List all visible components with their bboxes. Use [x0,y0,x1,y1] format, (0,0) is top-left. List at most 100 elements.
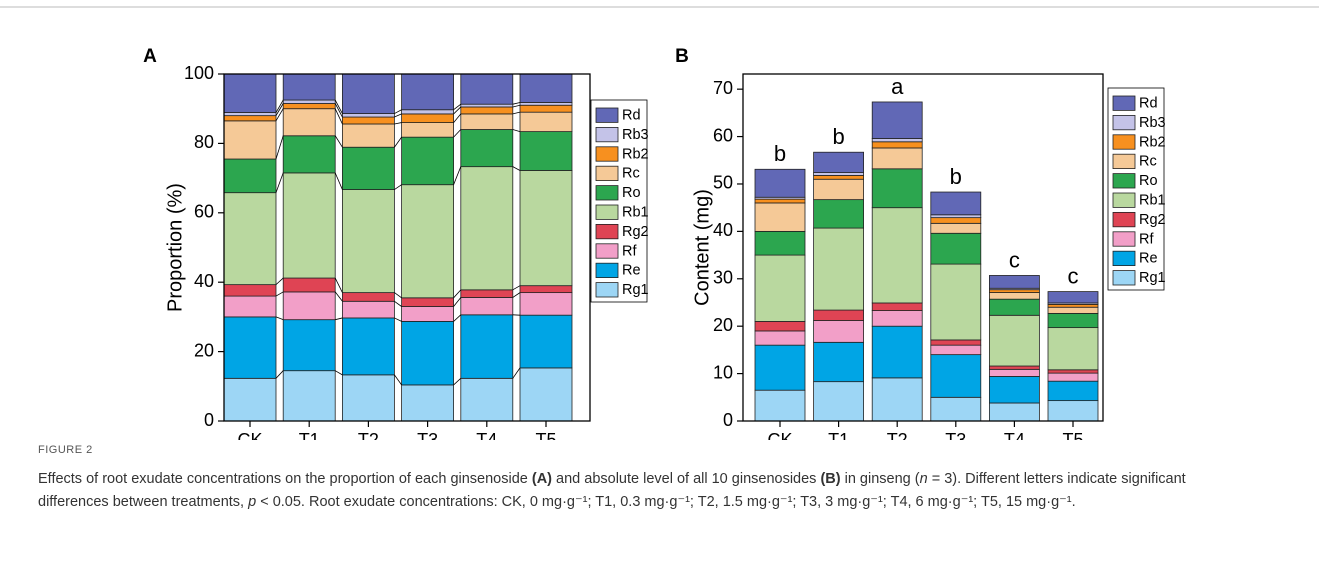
bar-segment [989,365,1040,370]
bar-segment [460,297,514,316]
legend-label: Rf [1139,231,1154,247]
connector [334,370,343,376]
bar-segment [341,292,395,302]
connector [334,277,343,293]
bar-segment [223,295,277,318]
bar-segment [341,300,395,319]
bar-segment [460,113,514,130]
bar-segment [401,109,455,115]
connector [334,99,343,114]
bar-segment [282,103,336,110]
connector [275,103,284,116]
connector [512,104,521,108]
bar-segment [871,101,923,139]
x-tick-label: T1 [828,430,849,440]
bar-segment [401,73,455,111]
bar-segment [460,166,514,291]
x-tick-label: CK [237,430,262,440]
bar-segment [341,113,395,118]
bar-segment [989,298,1040,316]
legend-swatch [1112,173,1136,189]
bar-segment [871,138,923,143]
bar-segment [519,104,573,113]
y-tick-label: 20 [713,315,733,335]
y-tick-label: 30 [713,268,733,288]
bar-segment [754,168,806,198]
connector [394,300,402,307]
bar-segment [519,73,573,103]
bar-segment [341,189,395,294]
legend-swatch [1112,270,1136,286]
connector [512,166,521,171]
connector [453,297,462,307]
caption-text: n [919,471,928,487]
connector [394,122,402,125]
bar-segment [401,384,455,422]
bar-segment [282,108,336,137]
x-tick-label: T2 [358,430,379,440]
legend-swatch [595,146,619,162]
connector [453,113,462,123]
legend-swatch [595,243,619,259]
bar-segment [930,232,982,265]
significance-letter: b [774,141,786,166]
bar-segment [813,309,864,321]
x-tick-label: T3 [945,430,966,440]
caption-text: (B) [820,471,841,487]
bar-segment [341,146,395,190]
bar-segment [341,317,395,376]
y-tick-label: 60 [194,202,214,222]
bar-segment [341,73,395,114]
connector [512,292,521,298]
legend-swatch [595,127,619,143]
legend-swatch [595,185,619,201]
bar-segment [754,230,806,256]
bar-segment [989,314,1040,367]
bar-segment [223,112,277,117]
bar-segment [813,341,864,383]
bar-segment [282,370,336,422]
legend-label: Rb3 [622,127,649,143]
legend-label: Rg2 [1139,212,1166,228]
connector [453,103,462,111]
connector [334,135,343,148]
connector [275,108,284,122]
legend-label: Rb1 [1139,193,1166,209]
bar-segment [401,297,455,307]
legend-label: Rd [622,108,641,124]
legend-label: Rb2 [1139,134,1166,150]
legend-label: Rb1 [622,205,649,221]
connector [453,106,462,115]
bar-segment [460,377,514,422]
y-tick-label: 100 [184,63,214,83]
connector [453,289,462,299]
bar-segment [460,73,514,105]
legend-label: Rb2 [622,146,649,162]
connector [512,367,521,379]
bar-segment [989,376,1040,404]
x-tick-label: T3 [417,430,438,440]
significance-letter: b [950,164,962,189]
bar-segment [282,135,336,174]
bar-segment [1047,400,1099,422]
legend-swatch [595,262,619,279]
bar-segment [813,178,864,201]
legend-swatch [595,165,619,181]
bar-segment [871,141,923,149]
bar-segment [930,354,982,398]
bar-segment [401,184,455,299]
connector [394,292,402,299]
caption-text: = 3). Different letters indicate signifi… [38,471,1186,510]
bar-segment [930,214,982,219]
significance-letter: a [891,74,904,99]
bar-segment [460,103,514,108]
legend-label: Rc [1139,154,1157,170]
legend-swatch [1112,134,1136,150]
legend-swatch [1112,231,1136,247]
x-tick-label: T4 [1004,430,1025,440]
bar-segment [519,285,573,294]
bar-segment [401,122,455,138]
legend-label: Ro [622,185,641,201]
bar-segment [813,172,864,176]
connector [453,378,462,386]
